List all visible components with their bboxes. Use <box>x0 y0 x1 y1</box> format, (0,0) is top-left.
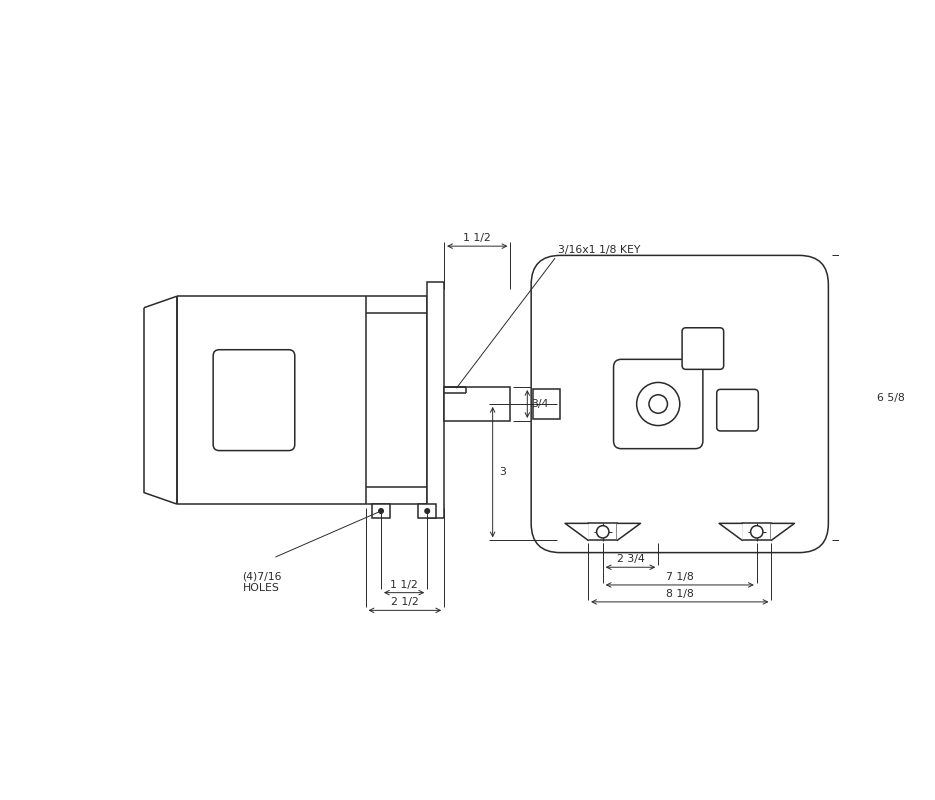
Polygon shape <box>771 523 795 540</box>
Text: 6 5/8: 6 5/8 <box>877 393 905 403</box>
FancyBboxPatch shape <box>613 359 703 449</box>
Text: 3/16x1 1/8 KEY: 3/16x1 1/8 KEY <box>558 245 640 254</box>
Text: 1 1/2: 1 1/2 <box>464 233 491 243</box>
Bar <box>427 282 444 518</box>
FancyBboxPatch shape <box>531 255 828 553</box>
Text: 7 1/8: 7 1/8 <box>666 572 694 582</box>
Text: 1 1/2: 1 1/2 <box>390 579 418 590</box>
FancyBboxPatch shape <box>683 328 724 370</box>
Bar <box>588 523 617 540</box>
Bar <box>742 523 771 540</box>
Circle shape <box>649 394 668 414</box>
Text: 3/4: 3/4 <box>531 399 549 409</box>
Polygon shape <box>565 523 588 540</box>
Text: 8 1/8: 8 1/8 <box>666 589 694 599</box>
Polygon shape <box>719 523 742 540</box>
Text: 2 1/2: 2 1/2 <box>391 598 419 607</box>
Circle shape <box>424 509 429 514</box>
Circle shape <box>637 382 680 426</box>
FancyBboxPatch shape <box>213 350 295 450</box>
Circle shape <box>597 526 609 538</box>
FancyBboxPatch shape <box>717 390 758 431</box>
Text: 2 3/4: 2 3/4 <box>616 554 644 564</box>
Polygon shape <box>617 523 640 540</box>
Text: (4)7/16
HOLES: (4)7/16 HOLES <box>242 572 282 594</box>
Circle shape <box>379 509 383 514</box>
Circle shape <box>751 526 763 538</box>
Text: 3: 3 <box>499 467 506 477</box>
Bar <box>372 504 390 518</box>
Bar <box>444 387 511 421</box>
Bar <box>533 390 560 418</box>
Bar <box>418 504 437 518</box>
